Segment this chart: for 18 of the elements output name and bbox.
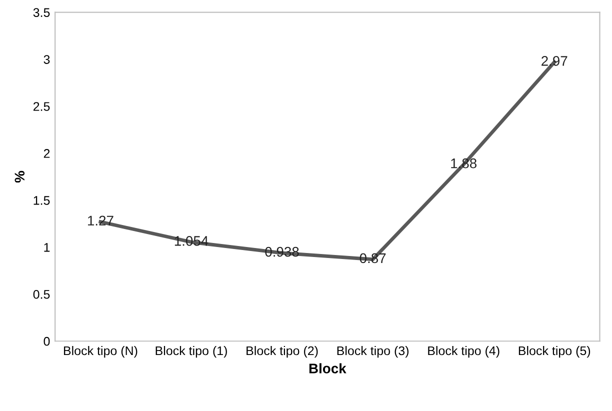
y-tick-label: 1 xyxy=(44,243,50,252)
x-tick-label: Block tipo (3) xyxy=(337,346,409,358)
y-tick-label: 1.5 xyxy=(34,196,50,205)
x-tick-label: Block tipo (2) xyxy=(246,346,318,358)
y-axis-title: % xyxy=(14,170,25,183)
data-label: 1.27 xyxy=(88,216,114,226)
x-axis-title: Block xyxy=(309,363,346,374)
x-tick-label: Block tipo (N) xyxy=(64,346,138,358)
y-tick-label: 0.5 xyxy=(33,290,50,299)
x-tick-label: Block tipo (4) xyxy=(428,346,500,358)
x-tick-label: Block tipo (5) xyxy=(518,346,590,358)
data-label: 2.97 xyxy=(542,56,568,66)
x-tick-label: Block tipo (1) xyxy=(156,346,227,358)
y-tick-label: 2 xyxy=(44,149,50,158)
y-tick-label: 3.5 xyxy=(33,8,50,17)
y-tick-label: 3 xyxy=(44,55,50,64)
y-tick-label: 0 xyxy=(44,336,50,346)
y-tick-label: 2.5 xyxy=(33,102,50,111)
